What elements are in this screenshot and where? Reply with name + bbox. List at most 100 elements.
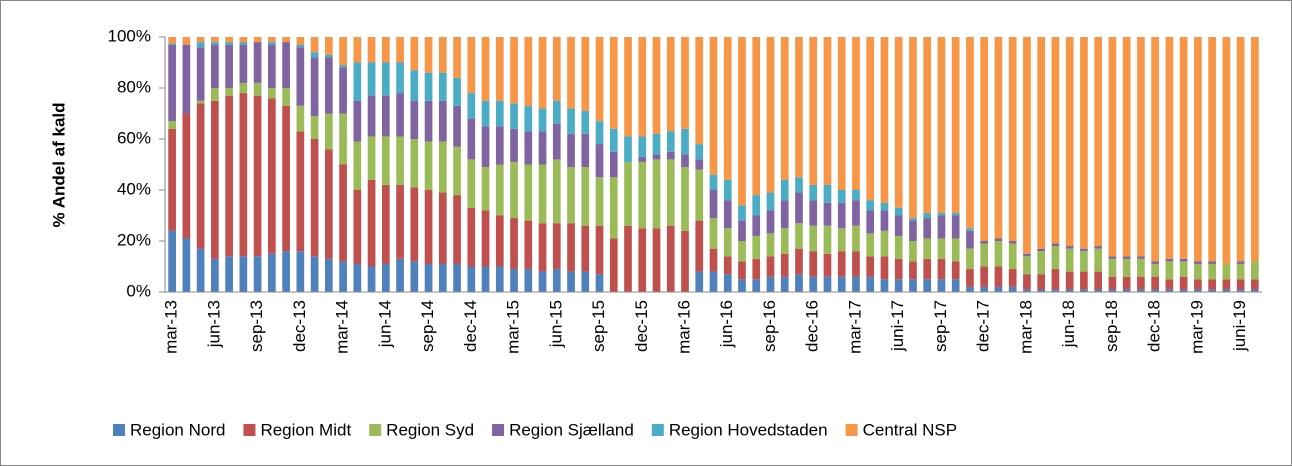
- bar-segment: [310, 37, 319, 53]
- bar-segment: [453, 105, 461, 147]
- bar-segment: [495, 215, 504, 267]
- bar-segment: [652, 159, 661, 229]
- bar-segment: [1122, 37, 1131, 257]
- bar-segment: [324, 113, 333, 150]
- bar-segment: [1051, 269, 1060, 290]
- bar-segment: [624, 136, 632, 162]
- bar-segment: [909, 218, 917, 221]
- bar-segment: [524, 131, 533, 165]
- bar-segment: [937, 37, 946, 213]
- bar-segment: [1065, 271, 1074, 290]
- bar-segment: [638, 136, 647, 157]
- bar-segment: [923, 37, 932, 213]
- bar-segment: [396, 93, 404, 137]
- bar-segment: [410, 261, 419, 292]
- bar-segment: [609, 238, 618, 292]
- bar-segment: [666, 159, 675, 226]
- bar-segment: [567, 223, 575, 272]
- y-tick-label: 100%: [108, 26, 151, 45]
- bar-segment: [1008, 269, 1017, 287]
- bar-segment: [823, 184, 832, 203]
- bar-segment: [1137, 258, 1145, 277]
- bar-segment: [410, 139, 419, 188]
- bar-segment: [1251, 289, 1259, 292]
- bar-segment: [766, 256, 775, 277]
- bar-segment: [595, 177, 604, 226]
- bar-segment: [225, 256, 233, 292]
- bar-segment: [709, 37, 718, 175]
- bar-segment: [453, 37, 461, 78]
- bar-segment: [595, 144, 604, 178]
- bar-segment: [239, 42, 248, 45]
- bar-segment: [951, 238, 960, 262]
- bar-segment: [709, 271, 718, 292]
- bar-segment: [1194, 37, 1202, 262]
- bar-segment: [951, 215, 960, 239]
- bar-segment: [424, 141, 433, 190]
- bar-segment: [1008, 37, 1017, 241]
- bar-segment: [467, 93, 476, 119]
- bar-segment: [524, 220, 533, 270]
- x-tick-label: dec-16: [803, 300, 822, 352]
- bar-segment: [239, 256, 248, 292]
- bar-segment: [823, 225, 832, 254]
- bar-segment: [1108, 256, 1117, 259]
- bar-segment: [1108, 276, 1117, 290]
- bar-segment: [339, 37, 347, 66]
- bar-segment: [723, 179, 732, 201]
- bar-segment: [410, 70, 419, 101]
- bar-segment: [225, 88, 233, 96]
- bar-segment: [282, 42, 290, 88]
- bar-segment: [1065, 289, 1074, 292]
- bar-segment: [552, 223, 561, 270]
- bar-segment: [695, 144, 704, 160]
- bar-segment: [966, 37, 974, 229]
- bar-segment: [723, 200, 732, 229]
- bar-segment: [495, 37, 504, 101]
- bar-segment: [196, 37, 205, 43]
- bar-segment: [1179, 37, 1188, 259]
- bar-segment: [823, 37, 832, 185]
- x-tick-label: jun-18: [1059, 300, 1078, 348]
- x-tick-label: sep-16: [760, 300, 779, 352]
- bar-segment: [1008, 241, 1017, 244]
- y-tick-label: 20%: [117, 230, 151, 249]
- bar-segment: [738, 279, 746, 292]
- bar-segment: [1222, 37, 1231, 264]
- legend-label: Region Nord: [130, 420, 225, 439]
- bar-segment: [239, 93, 248, 257]
- bar-segment: [296, 44, 305, 48]
- bar-segment: [795, 37, 803, 178]
- bar-segment: [1094, 246, 1103, 249]
- bar-segment: [1137, 37, 1145, 257]
- bar-segment: [937, 212, 946, 216]
- legend-label: Region Midt: [260, 420, 351, 439]
- bar-segment: [1194, 289, 1202, 292]
- bar-segment: [1108, 258, 1117, 277]
- bar-segment: [438, 192, 447, 264]
- bar-segment: [951, 279, 960, 292]
- bar-segment: [1165, 279, 1174, 290]
- bar-segment: [1023, 37, 1031, 254]
- bar-segment: [381, 37, 390, 63]
- bar-segment: [624, 161, 632, 226]
- bar-segment: [752, 258, 761, 280]
- bar-segment: [196, 100, 205, 104]
- bar-segment: [866, 210, 875, 234]
- bar-segment: [211, 37, 219, 43]
- bar-segment: [396, 62, 404, 94]
- bar-segment: [381, 184, 390, 264]
- bar-segment: [1051, 243, 1060, 247]
- bar-segment: [1165, 37, 1174, 259]
- bar-segment: [381, 95, 390, 137]
- bar-segment: [481, 100, 490, 127]
- bar-segment: [866, 256, 875, 277]
- bar-segment: [467, 159, 476, 208]
- bar-segment: [994, 266, 1003, 287]
- bar-segment: [196, 47, 205, 101]
- bar-segment: [211, 42, 219, 45]
- bar-segment: [182, 37, 191, 45]
- y-tick-label: 40%: [117, 179, 151, 198]
- bar-segment: [253, 37, 262, 43]
- bar-segment: [595, 274, 604, 292]
